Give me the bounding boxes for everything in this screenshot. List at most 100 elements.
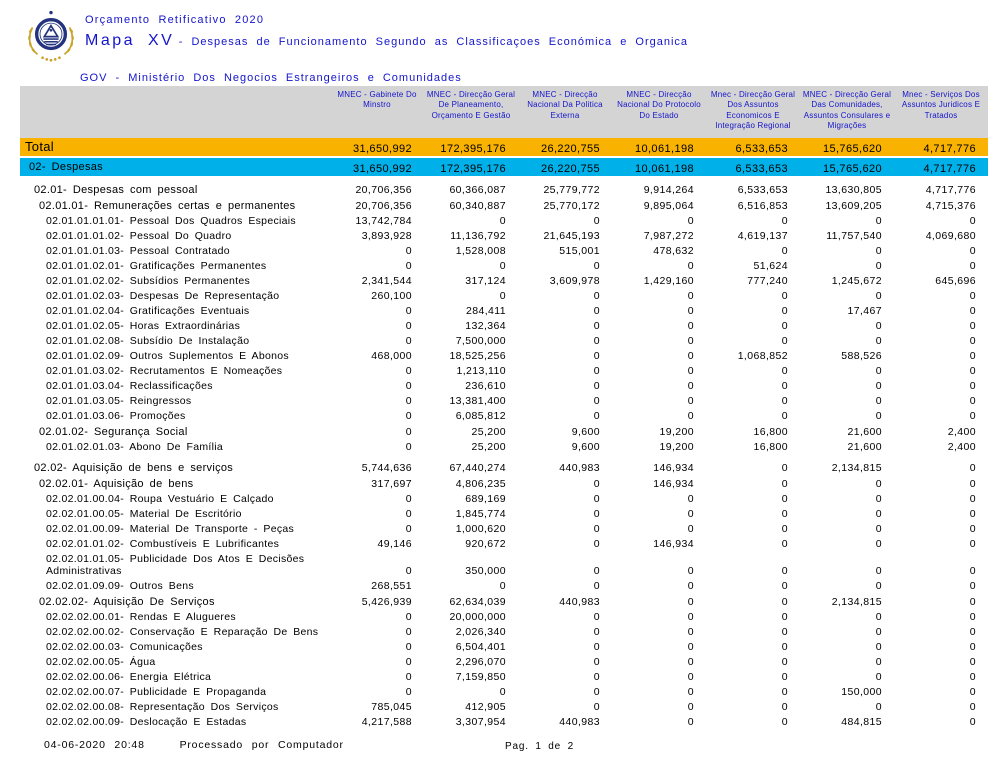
table-row: 02.01.01.02.09- Outros Suplementos E Abo… [20, 348, 988, 363]
cell-value: 0 [875, 492, 882, 505]
cell-value: 0 [875, 214, 882, 227]
cell-value: 350,000 [465, 564, 506, 577]
table-row: 02.01.01.01.02- Pessoal Do Quadro 3,893,9… [20, 228, 988, 243]
cell-value: 20,000,000 [449, 610, 506, 623]
table-row: 02.01.01.01.01- Pessoal Dos Quadros Espe… [20, 213, 988, 228]
title-block: Orçamento Retificativo 2020 Mapa XV - De… [85, 14, 688, 50]
cell-value: 13,742,784 [355, 214, 412, 227]
cell-value: 2,134,815 [831, 595, 882, 608]
cell-value: 13,630,805 [825, 183, 882, 196]
cell-value: 0 [405, 379, 412, 392]
row-label: 02.02.01.00.09- Material De Transporte -… [46, 522, 295, 535]
cell-value: 0 [687, 409, 694, 422]
table-row: 02.01.02.01.03- Abono De Família 0 25,200 9… [20, 439, 988, 454]
cell-value: 0 [875, 379, 882, 392]
cell-value: 7,987,272 [643, 229, 694, 242]
table-row: 02.02.01.00.05- Material De Escritório 0 1… [20, 506, 988, 521]
map-subtitle: - Despesas de Funcionamento Segundo as C… [178, 36, 689, 48]
cell-value: 0 [781, 461, 788, 474]
cell-value: 150,000 [841, 685, 882, 698]
table-row: 02.01.01.02.01- Gratificações Permanente… [20, 258, 988, 273]
table-row: 02.01.01.02.05- Horas Extraordinárias 0 13… [20, 318, 988, 333]
cell-value: 0 [405, 409, 412, 422]
cell-value: 0 [593, 409, 600, 422]
row-label: 02.02.02.00.05- Água [46, 655, 156, 668]
cell-value: 268,551 [371, 579, 412, 592]
table-row: 02.01.01.02.04- Gratificações Eventuais 0… [20, 303, 988, 318]
row-label: 02- Despesas [20, 155, 330, 176]
table-row: 02.02.02.00.02- Conservação E Reparação … [20, 624, 988, 639]
cell-value: 0 [687, 319, 694, 332]
cell-value: 0 [875, 579, 882, 592]
cell-value: 0 [969, 610, 976, 623]
cell-value: 0 [593, 579, 600, 592]
cell-value: 67,440,274 [449, 461, 506, 474]
cell-value: 0 [405, 564, 412, 577]
cell-value: 0 [687, 625, 694, 638]
cell-value: 0 [781, 409, 788, 422]
cell-value: 0 [781, 564, 788, 577]
table-row: 02.02- Aquisição de bens e serviços 5,744… [20, 454, 988, 475]
row-label: 02.02.02- Aquisição De Serviços [39, 595, 215, 608]
row-label: 02.02.02.00.08- Representação Dos Serviç… [46, 700, 279, 713]
cell-value: 0 [781, 655, 788, 668]
cell-value: 412,905 [465, 700, 506, 713]
cell-value: 4,717,776 [894, 155, 988, 176]
cell-value: 785,045 [371, 700, 412, 713]
cell-value: 0 [687, 364, 694, 377]
cell-value: 5,426,939 [361, 595, 412, 608]
cell-value: 2,134,815 [831, 461, 882, 474]
budget-table: MNEC - Gabinete Do Minstro MNEC - Direcçã… [20, 86, 988, 729]
row-label: 02.02.02.00.02- Conservação E Reparação … [46, 625, 319, 638]
cell-value: 0 [969, 379, 976, 392]
cell-value: 0 [781, 319, 788, 332]
processed-by-label: Processado por Computador [179, 739, 344, 751]
cell-value: 0 [687, 610, 694, 623]
map-title: Mapa XV - Despesas de Funcionamento Segu… [85, 32, 688, 50]
cell-value: 0 [593, 259, 600, 272]
column-header: MNEC - Direcção Nacional Da Politica Ext… [518, 86, 612, 138]
row-label: 02.02.02.00.01- Rendas E Alugueres [46, 610, 236, 623]
cell-value: 21,645,193 [543, 229, 600, 242]
table-row: 02.02.01- Aquisição de bens 317,697 4,806,… [20, 475, 988, 491]
cell-value: 0 [687, 640, 694, 653]
row-label: 02.01.01- Remunerações certas e permanen… [39, 199, 296, 212]
cell-value: 317,697 [371, 477, 412, 490]
cell-value: 31,650,992 [330, 137, 424, 157]
cell-value: 0 [781, 379, 788, 392]
cell-value: 0 [969, 289, 976, 302]
cell-value: 0 [969, 477, 976, 490]
cell-value: 62,634,039 [449, 595, 506, 608]
cell-value: 13,381,400 [449, 394, 506, 407]
cell-value: 0 [687, 595, 694, 608]
cell-value: 146,934 [653, 537, 694, 550]
cell-value: 19,200 [659, 440, 694, 453]
table-row: 02.02.02.00.07- Publicidade E Propaganda… [20, 684, 988, 699]
cell-value: 2,400 [947, 425, 976, 438]
cell-value: 0 [405, 244, 412, 257]
cell-value: 49,146 [377, 537, 412, 550]
cell-value: 468,000 [371, 349, 412, 362]
cell-value: 11,136,792 [450, 229, 506, 242]
table-row: 02.01.01.03.04- Reclassificações 0 236,610… [20, 378, 988, 393]
cell-value: 4,217,588 [361, 715, 412, 728]
cell-value: 0 [781, 537, 788, 550]
cape-verde-emblem-logo [28, 10, 74, 62]
cell-value: 0 [781, 640, 788, 653]
cell-value: 1,845,774 [455, 507, 506, 520]
table-row: 02.01- Despesas com pessoal 20,706,356 60,… [20, 176, 988, 197]
table-row: 02.02.02.00.06- Energia Elétrica 0 7,159,8… [20, 669, 988, 684]
cell-value: 0 [969, 685, 976, 698]
cell-value: 0 [405, 655, 412, 668]
cell-value: 10,061,198 [612, 155, 706, 176]
cell-value: 0 [875, 259, 882, 272]
cell-value: 0 [875, 319, 882, 332]
cell-value: 0 [593, 522, 600, 535]
cell-value: 0 [875, 564, 882, 577]
row-label: 02.02- Aquisição de bens e serviços [34, 461, 234, 474]
cell-value: 21,600 [847, 440, 882, 453]
table-row: 02.02.02.00.08- Representação Dos Serviç… [20, 699, 988, 714]
table-row: 02.02.02.00.09- Deslocação E Estadas 4,21… [20, 714, 988, 729]
row-label: 02.02.02.00.03- Comunicações [46, 640, 203, 653]
cell-value: 13,609,205 [825, 199, 882, 212]
